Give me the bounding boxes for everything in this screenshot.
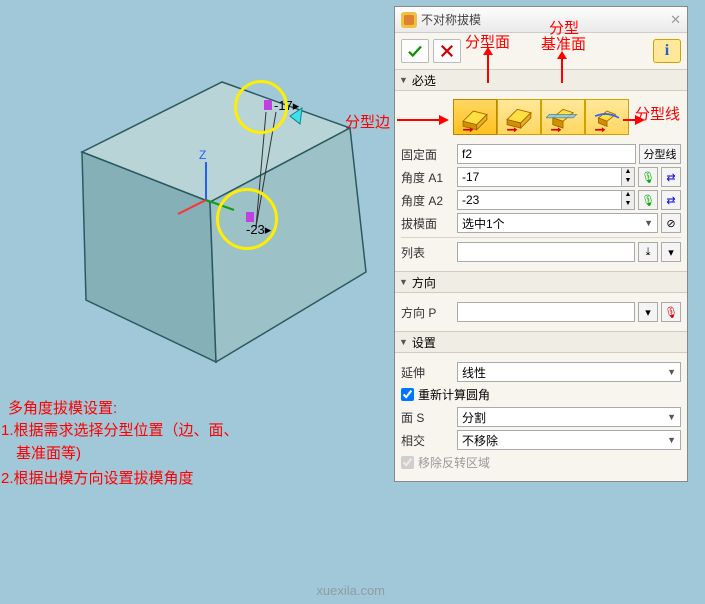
recalc-label: 重新计算圆角 bbox=[418, 386, 490, 403]
a2-mic-icon[interactable]: 🎙 bbox=[638, 190, 658, 210]
intersect-select[interactable]: 不移除▼ bbox=[457, 430, 681, 450]
dirP-dd-icon[interactable]: ▾ bbox=[638, 302, 658, 322]
a2-down[interactable]: ▼ bbox=[622, 200, 634, 209]
intersect-label: 相交 bbox=[401, 432, 457, 449]
label-fenxingbian: 分型边 bbox=[345, 111, 390, 132]
recalc-checkbox[interactable] bbox=[401, 388, 414, 401]
a1-up[interactable]: ▲ bbox=[622, 168, 634, 177]
highlight-circle-2 bbox=[216, 188, 278, 250]
a2-flip-icon[interactable]: ⇄ bbox=[661, 190, 681, 210]
dirP-mic-icon[interactable]: 🎙 bbox=[661, 302, 681, 322]
cancel-button[interactable] bbox=[433, 39, 461, 63]
panel-title-text: 不对称拔模 bbox=[421, 11, 481, 28]
a2-up[interactable]: ▲ bbox=[622, 191, 634, 200]
mode-edge[interactable] bbox=[453, 99, 497, 135]
mode-datum[interactable] bbox=[541, 99, 585, 135]
fixedface-sidebtn[interactable]: 分型线 bbox=[639, 144, 681, 164]
annotation-line2: 2.根据出模方向设置拔模角度 bbox=[1, 468, 194, 491]
mode-face[interactable] bbox=[497, 99, 541, 135]
list-save-icon[interactable]: ⤓ bbox=[638, 242, 658, 262]
section-settings[interactable]: ▼设置 bbox=[395, 331, 687, 353]
angleA2-label: 角度 A2 bbox=[401, 192, 457, 209]
draftface-clear-icon[interactable]: ⊘ bbox=[661, 213, 681, 233]
arrow-up-1 bbox=[481, 47, 495, 85]
a1-flip-icon[interactable]: ⇄ bbox=[661, 167, 681, 187]
section-direction[interactable]: ▼方向 bbox=[395, 271, 687, 293]
arrow-right-2 bbox=[623, 113, 645, 127]
extend-select[interactable]: 线性▼ bbox=[457, 362, 681, 382]
list-input[interactable] bbox=[457, 242, 635, 262]
fixedface-label: 固定面 bbox=[401, 146, 457, 163]
list-dd-icon[interactable]: ▾ bbox=[661, 242, 681, 262]
draftface-label: 拔模面 bbox=[401, 215, 457, 232]
faceS-label: 面 S bbox=[401, 409, 457, 426]
section-required[interactable]: ▼必选 bbox=[395, 69, 687, 91]
watermark: xuexila.com bbox=[316, 583, 385, 598]
fixedface-input[interactable] bbox=[457, 144, 636, 164]
svg-text:Z: Z bbox=[199, 148, 206, 162]
removeflip-checkbox bbox=[401, 456, 414, 469]
annotation-line1: 1.根据需求选择分型位置（边、面、 基准面等) bbox=[1, 420, 239, 465]
panel-titlebar[interactable]: 不对称拔模 ✕ bbox=[395, 7, 687, 33]
angleA2-input[interactable] bbox=[457, 190, 621, 210]
dirP-label: 方向 P bbox=[401, 304, 457, 321]
ok-button[interactable] bbox=[401, 39, 429, 63]
a1-down[interactable]: ▼ bbox=[622, 177, 634, 186]
viewport-3d[interactable]: Z -17▸ -23▸ bbox=[0, 0, 392, 604]
draft-panel: 不对称拔模 ✕ 分型面 分型 基准面 分型边 分型线 i ▼必选 bbox=[394, 6, 688, 482]
angleA1-input[interactable] bbox=[457, 167, 621, 187]
removeflip-label: 移除反转区域 bbox=[418, 454, 490, 471]
list-label: 列表 bbox=[401, 244, 457, 261]
faceS-select[interactable]: 分割▼ bbox=[457, 407, 681, 427]
draftface-select[interactable]: 选中1个▼ bbox=[457, 213, 658, 233]
angleA1-label: 角度 A1 bbox=[401, 169, 457, 186]
panel-icon bbox=[401, 12, 417, 28]
arrow-up-2 bbox=[555, 51, 569, 85]
model-cube: Z -17▸ -23▸ bbox=[46, 42, 386, 412]
info-button[interactable]: i bbox=[653, 39, 681, 63]
dirP-input[interactable] bbox=[457, 302, 635, 322]
a1-mic-icon[interactable]: 🎙 bbox=[638, 167, 658, 187]
arrow-right-1 bbox=[395, 113, 449, 127]
highlight-circle-1 bbox=[234, 80, 288, 134]
close-icon[interactable]: ✕ bbox=[670, 12, 681, 28]
extend-label: 延伸 bbox=[401, 364, 457, 381]
annotation-title: 多角度拔模设置: bbox=[8, 398, 117, 421]
